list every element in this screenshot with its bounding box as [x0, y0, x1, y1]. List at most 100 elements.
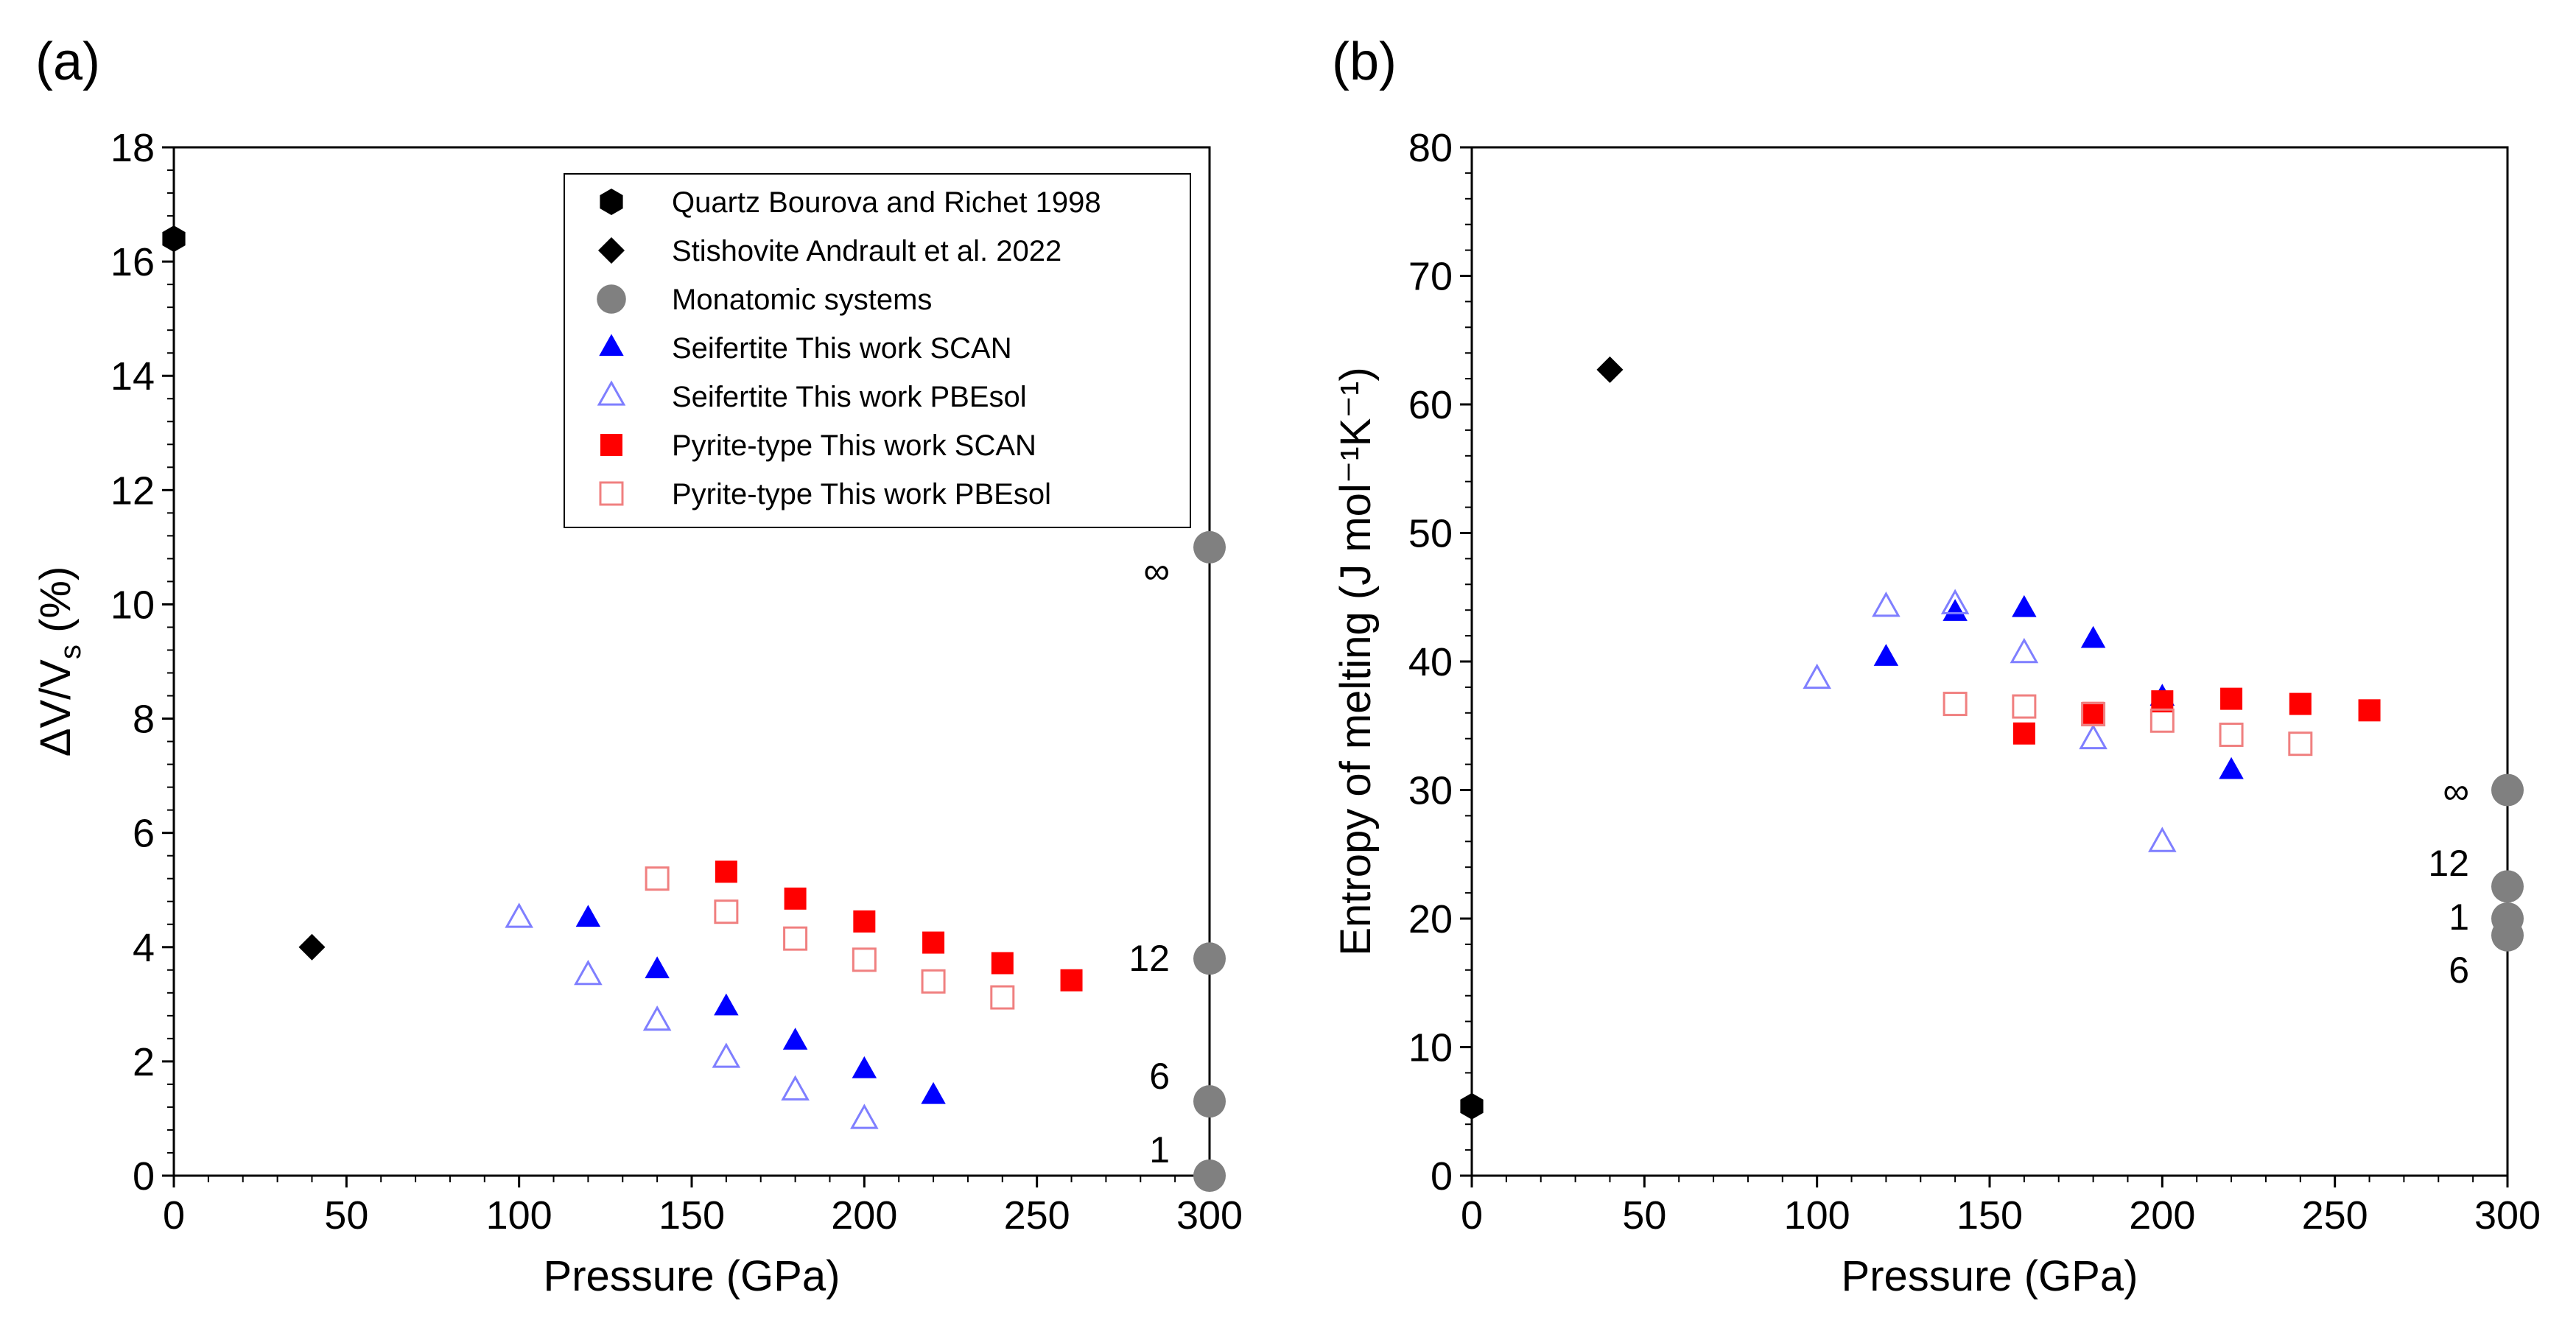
series-triangle	[1803, 589, 2177, 852]
x-tick-label: 0	[1461, 1193, 1483, 1238]
y-tick-label: 12	[110, 469, 155, 513]
data-point	[990, 985, 1015, 1010]
series-square	[645, 866, 1015, 1010]
data-point	[642, 1005, 672, 1031]
legend-item: Stishovite Andrault et al. 2022	[598, 235, 1061, 267]
y-tick-label: 8	[133, 698, 155, 742]
legend-marker	[597, 380, 626, 406]
x-axis: 0 50 100 150 200 250 300	[1461, 1176, 2541, 1238]
series-circle: ∞ 12 1 6	[2428, 771, 2524, 991]
data-point	[852, 947, 877, 972]
y-tick-label: 60	[1408, 383, 1453, 427]
y-tick-label: 6	[133, 812, 155, 856]
data-point	[2148, 827, 2177, 852]
legend-marker	[597, 284, 626, 314]
data-point	[1193, 1159, 1226, 1192]
data-point	[2081, 702, 2106, 727]
plot-frame	[1470, 146, 2509, 1177]
data-point	[714, 993, 739, 1016]
data-point	[2219, 722, 2244, 747]
series-hexagon	[1460, 1092, 1484, 1120]
y-axis: 0 10 20 30 40 50 60 70 80	[1408, 126, 1472, 1199]
legend-marker	[600, 434, 622, 456]
x-tick-label: 250	[1004, 1193, 1070, 1238]
data-point	[1193, 942, 1226, 975]
data-point	[2010, 637, 2039, 664]
legend-marker	[600, 189, 623, 215]
data-point	[2491, 919, 2524, 952]
series-hexagon	[162, 225, 186, 253]
data-point	[782, 1028, 808, 1050]
data-point	[1460, 1092, 1484, 1120]
data-point	[2012, 594, 2037, 617]
legend-marker	[599, 334, 624, 357]
legend-label: Quartz Bourova and Richet 1998	[672, 186, 1101, 219]
x-tick-label: 200	[2129, 1193, 2195, 1238]
series-square	[715, 860, 1083, 992]
panel-label: (a)	[35, 32, 100, 91]
data-point	[991, 952, 1014, 975]
data-point	[853, 910, 876, 933]
panel-b: 0 50 100 150 200 250 300 0 10 20 30 40 50 60 70 80 Press…	[1332, 32, 2541, 1300]
data-point	[505, 902, 533, 928]
data-point	[2358, 699, 2381, 722]
data-point	[575, 905, 601, 927]
data-point	[1596, 356, 1624, 383]
x-axis-title: Pressure (GPa)	[1842, 1252, 2138, 1300]
x-tick-label: 300	[1176, 1193, 1243, 1238]
data-point	[2012, 722, 2035, 745]
legend: Quartz Bourova and Richet 1998 Stishovite…	[564, 173, 1191, 528]
x-tick-label: 50	[1622, 1193, 1666, 1238]
y-tick-label: 80	[1408, 126, 1453, 170]
data-point	[781, 1075, 810, 1101]
x-tick-label: 0	[163, 1193, 185, 1238]
y-tick-label: 40	[1408, 640, 1453, 684]
data-point	[1193, 530, 1226, 564]
series-square	[1942, 692, 2313, 757]
legend-label: Pyrite-type This work PBEsol	[672, 478, 1051, 510]
y-tick-label: 16	[110, 240, 155, 284]
panel-a: 0 50 100 150 200 250 300024681012141618Pressur…	[32, 32, 1243, 1300]
data-point	[714, 899, 739, 924]
legend-label: Stishovite Andrault et al. 2022	[672, 235, 1061, 267]
legend-item: Monatomic systems	[597, 284, 932, 316]
y-tick-label: 2	[133, 1040, 155, 1084]
legend-item: Seifertite This work PBEsol	[597, 380, 1027, 413]
coordination-label: 1	[2449, 896, 2469, 938]
series-triangle	[505, 902, 879, 1129]
data-point	[784, 887, 807, 910]
legend-label: Monatomic systems	[672, 284, 932, 316]
data-point	[645, 866, 670, 891]
data-point	[715, 860, 737, 883]
data-point	[2080, 625, 2106, 648]
legend-marker	[598, 237, 625, 264]
coordination-label: 6	[2449, 950, 2469, 991]
coordination-label: 12	[2428, 843, 2469, 884]
data-point	[1940, 589, 1970, 614]
data-point	[2149, 708, 2175, 733]
data-point	[1193, 1085, 1226, 1118]
data-point	[574, 959, 603, 986]
data-point	[921, 1081, 946, 1104]
legend-item: Pyrite-type This work SCAN	[600, 429, 1036, 462]
legend-item: Pyrite-type This work PBEsol	[599, 478, 1051, 510]
data-point	[712, 1042, 741, 1068]
series-diamond	[298, 933, 326, 961]
y-axis: 0 2 4 6 8 10 12 14 16 18	[110, 126, 174, 1199]
y-tick-label: 18	[110, 126, 155, 170]
coordination-label: ∞	[1143, 550, 1170, 592]
data-point	[1803, 663, 1831, 689]
x-tick-label: 100	[486, 1193, 552, 1238]
data-point	[922, 931, 945, 954]
y-axis-title: Entropy of melting (J mol⁻¹K⁻¹)	[1332, 367, 1380, 955]
y-tick-label: 50	[1408, 512, 1453, 556]
y-axis-title-subscript: s	[55, 645, 87, 659]
data-point	[645, 956, 670, 978]
y-axis-title-main: ΔV/V	[32, 659, 80, 757]
data-point	[2079, 723, 2108, 750]
coordination-label: 1	[1149, 1129, 1170, 1171]
legend-item: Quartz Bourova and Richet 1998	[600, 186, 1101, 219]
y-tick-label: 0	[1431, 1154, 1453, 1199]
data-point	[850, 1103, 879, 1129]
